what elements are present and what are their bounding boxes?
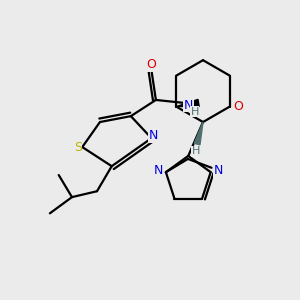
- Polygon shape: [176, 99, 199, 106]
- Text: S: S: [74, 141, 82, 154]
- Text: O: O: [234, 100, 244, 113]
- Text: H: H: [190, 107, 199, 117]
- Text: O: O: [146, 58, 156, 71]
- Text: H: H: [191, 146, 200, 157]
- Text: N: N: [148, 129, 158, 142]
- Text: N: N: [184, 99, 193, 112]
- Polygon shape: [194, 122, 203, 145]
- Text: N: N: [154, 164, 163, 177]
- Text: N: N: [213, 164, 223, 177]
